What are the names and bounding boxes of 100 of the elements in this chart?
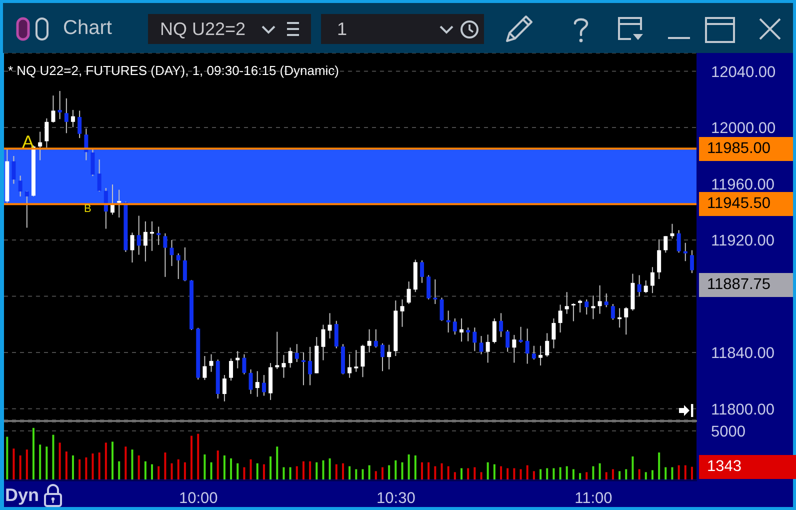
candlestick <box>24 190 29 228</box>
candlestick <box>176 252 180 280</box>
candlestick <box>222 374 226 402</box>
candlestick <box>170 240 174 267</box>
candlestick <box>610 303 615 320</box>
candlestick <box>584 298 589 316</box>
bar <box>302 461 304 480</box>
bar <box>52 434 54 480</box>
bar <box>6 436 8 480</box>
bar <box>131 450 134 480</box>
candlestick <box>525 328 530 364</box>
bar <box>335 464 338 480</box>
candlestick <box>301 352 306 386</box>
candlestick <box>78 110 82 139</box>
bar <box>65 451 68 480</box>
bar <box>592 466 594 480</box>
bar <box>434 466 436 480</box>
bar <box>612 469 614 480</box>
bar <box>428 462 430 480</box>
candlestick <box>334 320 338 349</box>
candlestick <box>532 345 536 360</box>
bar <box>552 468 555 480</box>
y-tick-label: 11800.00 <box>711 401 775 418</box>
bar <box>474 467 476 480</box>
bar <box>276 446 278 480</box>
bar <box>342 463 344 480</box>
candlestick <box>538 345 543 366</box>
y-tick-label: 11960.00 <box>711 176 775 194</box>
candlestick <box>472 327 477 352</box>
bar <box>440 463 443 480</box>
bar <box>204 454 206 480</box>
x-tick-label: 11:00 <box>574 490 613 508</box>
candlestick <box>58 90 62 120</box>
candlestick <box>446 310 450 333</box>
candlestick <box>683 242 688 262</box>
bar <box>19 455 22 480</box>
bar <box>598 463 601 480</box>
bar <box>618 471 621 480</box>
candlestick <box>248 368 253 394</box>
candlestick <box>426 274 431 300</box>
bar <box>348 466 351 480</box>
bar <box>210 462 212 480</box>
bar <box>158 466 160 480</box>
candlestick <box>97 159 102 192</box>
bar <box>118 461 120 480</box>
bar <box>230 458 232 480</box>
bar <box>513 468 516 480</box>
bar <box>658 452 660 480</box>
bar <box>243 467 246 480</box>
bar <box>605 472 608 480</box>
bar <box>480 472 482 480</box>
candlestick <box>38 131 42 161</box>
bar <box>184 462 186 480</box>
candlestick <box>360 344 365 378</box>
bar <box>374 471 377 480</box>
bar <box>138 455 140 480</box>
candlestick <box>70 109 75 128</box>
candlestick <box>18 175 22 197</box>
bar <box>216 450 219 480</box>
text: NQ U22=2 <box>160 18 246 41</box>
bar <box>355 469 358 480</box>
candlestick <box>492 318 496 344</box>
candlestick <box>578 299 582 313</box>
bar <box>638 469 640 480</box>
candlestick <box>650 266 654 294</box>
candlestick <box>479 335 484 355</box>
bar <box>368 465 370 480</box>
annotation: A <box>22 132 34 152</box>
bar <box>262 464 265 480</box>
bar <box>164 452 166 480</box>
candlestick <box>163 232 168 278</box>
candlestick <box>367 328 372 354</box>
bar <box>651 470 654 480</box>
candlestick <box>288 347 292 368</box>
bar <box>328 458 331 480</box>
candlestick <box>466 327 470 342</box>
y-tick-label: 11920.00 <box>711 232 775 250</box>
candlestick <box>275 331 280 370</box>
bar <box>690 466 693 480</box>
bar <box>111 442 114 480</box>
bar <box>72 455 74 480</box>
candlestick <box>12 156 16 184</box>
candlestick <box>420 260 424 284</box>
candlestick <box>209 354 214 372</box>
bar <box>85 457 88 480</box>
bar <box>644 472 647 480</box>
candlestick <box>676 230 681 254</box>
candlestick <box>44 118 49 148</box>
candlestick <box>558 304 562 333</box>
bar <box>309 461 312 480</box>
candlestick <box>486 334 490 364</box>
bar <box>408 454 410 480</box>
candlestick <box>90 148 95 177</box>
y-tick-label: 12000.00 <box>711 120 776 138</box>
bar <box>671 467 674 480</box>
candlestick <box>624 306 628 336</box>
candlestick <box>242 354 246 375</box>
candlestick <box>294 344 299 362</box>
candlestick <box>282 354 286 378</box>
candlestick <box>552 318 556 349</box>
